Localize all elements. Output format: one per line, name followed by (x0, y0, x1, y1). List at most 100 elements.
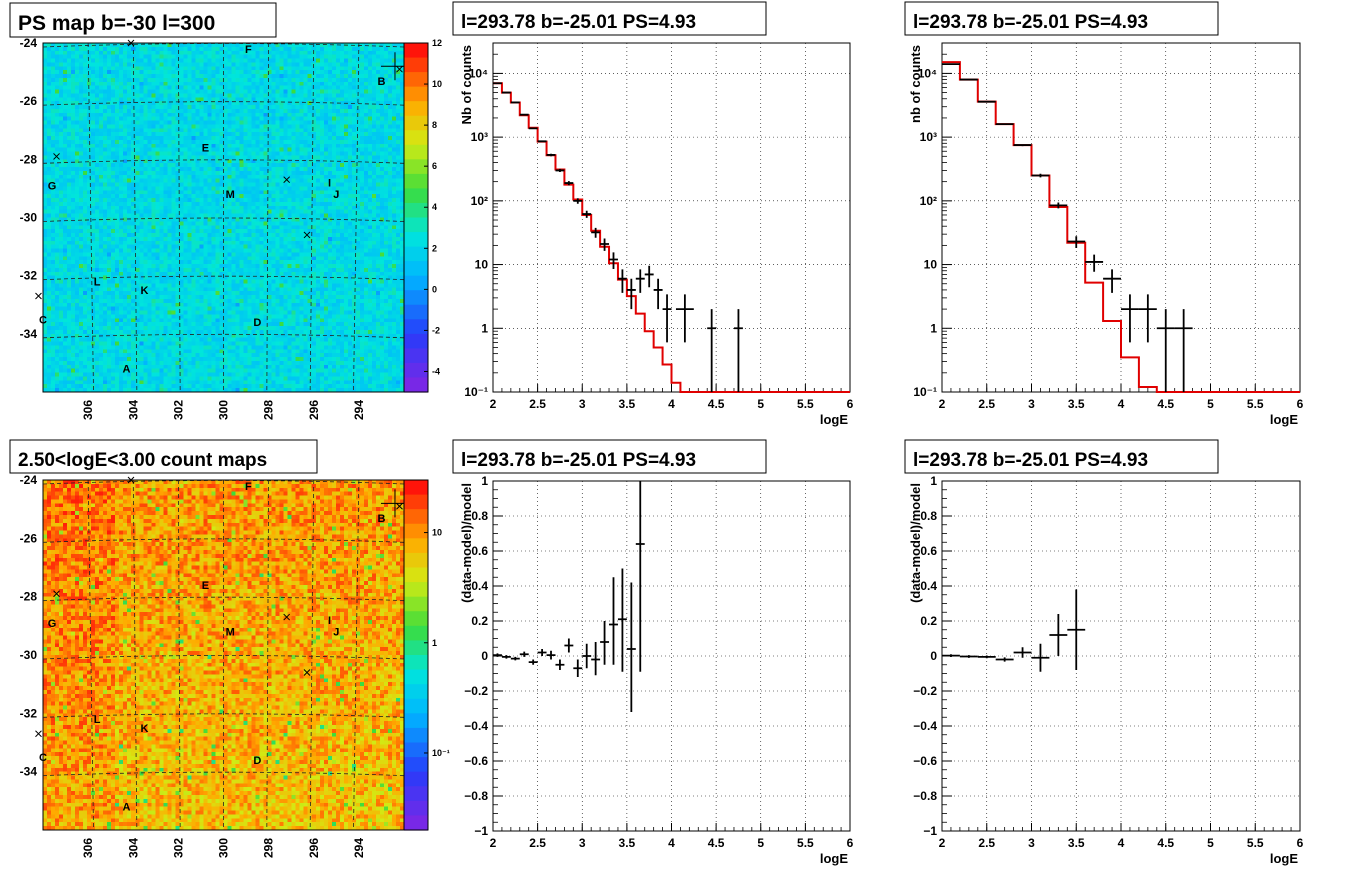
colorbar-bin (404, 202, 428, 219)
y-tick-label: 0.8 (471, 509, 488, 523)
data-point (528, 127, 538, 130)
x-axis-label: logE (820, 412, 848, 427)
colorbar-bin (404, 130, 428, 146)
colorbar-bin (404, 713, 428, 729)
colorbar-bin (404, 275, 428, 291)
colorbar-bin (404, 655, 428, 671)
colorbar-bin (404, 727, 428, 744)
colorbar-tick-label: 12 (432, 38, 442, 48)
colorbar-tick-label: 8 (432, 120, 437, 130)
data-point (537, 649, 547, 656)
colorbar-tick-label: 4 (432, 202, 437, 212)
x-tick-label: 296 (307, 400, 321, 420)
x-tick-label: 3.5 (1068, 836, 1085, 850)
source-label: M (226, 189, 235, 201)
y-tick-label: 0.2 (471, 614, 488, 628)
x-tick-label: 5 (757, 397, 764, 411)
colorbar-bin (404, 596, 428, 612)
ps-map-title: PS map b=-30 l=300 (18, 12, 215, 35)
data-point (510, 101, 520, 104)
x-tick-label: 3 (579, 836, 586, 850)
source-cross (303, 231, 311, 239)
data-point (564, 181, 574, 186)
y-tick-label: 10⁻¹ (913, 385, 937, 399)
y-tick-label: -34 (20, 765, 38, 779)
x-tick-label: 2 (490, 397, 497, 411)
source-label: J (333, 627, 339, 639)
colorbar-tick-label: 10 (432, 79, 442, 89)
y-tick-label: 10⁻¹ (464, 385, 488, 399)
source-label: G (48, 618, 57, 630)
y-tick-label: -30 (20, 211, 38, 225)
y-tick-label: 10 (475, 258, 489, 272)
colorbar-tick-label: -2 (432, 325, 440, 335)
y-tick-label: -26 (20, 531, 38, 545)
x-tick-label: 3.5 (619, 397, 636, 411)
data-point (662, 294, 672, 343)
x-tick-label: 2.5 (978, 836, 995, 850)
data-point (573, 198, 583, 204)
data-point (1085, 254, 1104, 272)
y-tick-label: -32 (20, 706, 38, 720)
y-tick-label: 0 (930, 649, 937, 663)
data-point (959, 78, 978, 81)
colorbar-bin (404, 640, 428, 656)
x-tick-label: 4.5 (708, 836, 725, 850)
source-label: I (328, 615, 331, 627)
colorbar-bin (404, 188, 428, 204)
data-point (501, 91, 511, 94)
y-tick-label: −0.2 (913, 684, 937, 698)
count_map-colorbar: 10 1 10⁻¹ (403, 479, 450, 831)
source-cross (283, 613, 291, 621)
x-tick-label: 294 (352, 400, 366, 420)
source-label: L (94, 276, 101, 288)
source-label: B (377, 513, 385, 525)
colorbar-bin (404, 144, 428, 160)
colorbar-bin (404, 523, 428, 539)
grid-line (353, 479, 360, 831)
data-point (555, 659, 565, 670)
data-point (582, 210, 592, 218)
ps_map-panel: -24 -26 -28 -30 -32 -34 306 304 302 300 298 296 294 F… (20, 36, 409, 420)
data-point (635, 269, 645, 293)
source-cross (396, 502, 403, 510)
ps-map-title-box (9, 2, 277, 38)
data-point (1013, 647, 1032, 658)
data-point (733, 309, 743, 392)
y-tick-label: 0.8 (920, 509, 937, 523)
data-point (977, 655, 996, 659)
y-tick-label: -26 (20, 94, 38, 108)
colorbar-bin (404, 494, 428, 510)
grid-line (309, 479, 315, 831)
x-tick-label: 2.5 (529, 836, 546, 850)
source-label: K (141, 285, 149, 297)
colorbar-bin (404, 232, 428, 248)
x-tick-label: 2 (939, 397, 946, 411)
counts-a-title-box (452, 1, 767, 36)
source-label: L (94, 714, 101, 726)
colorbar-bin (404, 261, 428, 277)
source-label: E (202, 143, 209, 155)
colorbar-bin (404, 290, 428, 306)
colorbar-tick-label: 1 (432, 638, 437, 648)
source-cross (127, 39, 135, 47)
x-tick-label: 4.5 (708, 397, 725, 411)
x-tick-label: 5 (1207, 397, 1214, 411)
y-tick-label: −0.6 (464, 754, 488, 768)
x-tick-label: 5 (757, 836, 764, 850)
data-point (546, 153, 556, 157)
colorbar-bin (404, 333, 428, 349)
data-point (582, 643, 592, 669)
grid-line (132, 479, 138, 831)
source-label: F (245, 44, 252, 56)
y-tick-label: 10² (471, 194, 488, 208)
data-point (959, 655, 978, 658)
x-tick-label: 2 (939, 836, 946, 850)
y-tick-label: 10⁴ (469, 66, 488, 80)
data-point (653, 278, 663, 310)
x-tick-label: 5.5 (797, 397, 814, 411)
source-label: K (141, 723, 149, 735)
source-cross (127, 476, 135, 484)
residual_a-panel: 2 2.5 3 3.5 4 4.5 5 5.5 6 −1 −0.8 −0.6 −0.4 −0.2 0 0.2 0… (459, 474, 854, 866)
data-point (1156, 309, 1175, 392)
